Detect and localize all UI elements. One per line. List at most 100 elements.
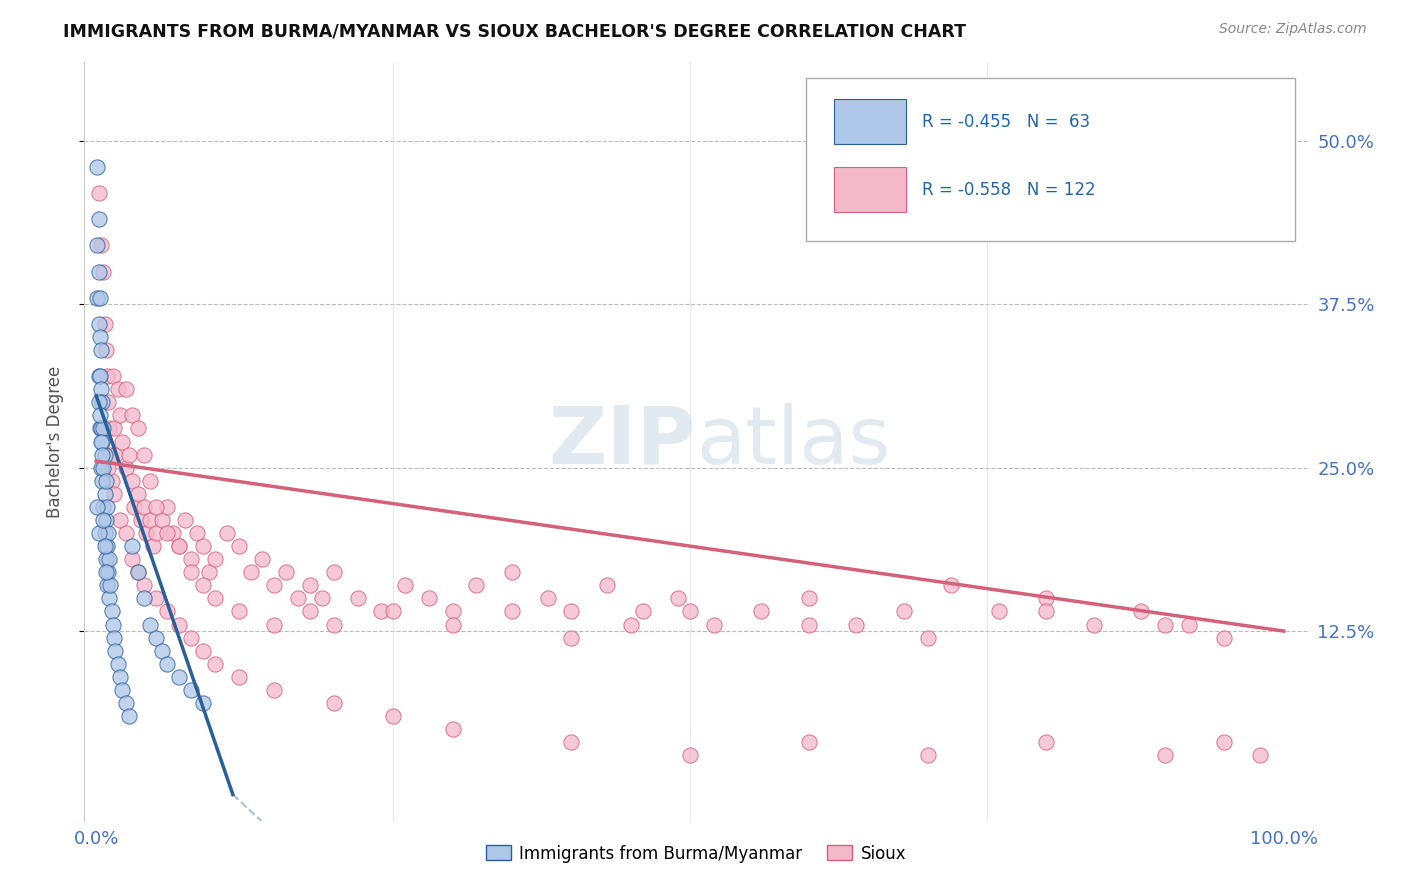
Point xyxy=(93,500,115,514)
Text: R = -0.558   N = 122: R = -0.558 N = 122 xyxy=(922,181,1095,199)
Point xyxy=(107,382,129,396)
Point xyxy=(156,605,179,619)
Point xyxy=(94,513,117,527)
Point xyxy=(1035,591,1057,606)
Point xyxy=(287,591,309,606)
Point xyxy=(118,709,141,723)
Point xyxy=(118,448,141,462)
Point xyxy=(142,539,165,553)
Point xyxy=(138,474,160,488)
Point xyxy=(103,487,125,501)
Point xyxy=(418,591,440,606)
Point xyxy=(91,395,114,409)
Point xyxy=(93,264,115,278)
Point xyxy=(101,369,124,384)
Point xyxy=(111,682,134,697)
Point xyxy=(135,526,157,541)
Point xyxy=(1178,617,1201,632)
Point xyxy=(204,591,226,606)
Point xyxy=(150,643,173,657)
Point xyxy=(98,591,121,606)
FancyBboxPatch shape xyxy=(834,99,907,144)
Point xyxy=(89,330,111,344)
Point xyxy=(91,448,114,462)
Point xyxy=(121,409,143,423)
Point xyxy=(560,605,582,619)
Point xyxy=(94,474,117,488)
Point xyxy=(108,670,131,684)
Point xyxy=(145,526,167,541)
Point xyxy=(394,578,416,592)
Text: R = -0.455   N =  63: R = -0.455 N = 63 xyxy=(922,112,1091,130)
Point xyxy=(103,421,125,435)
Point xyxy=(89,291,111,305)
Point xyxy=(797,735,820,749)
Point xyxy=(132,500,155,514)
Point xyxy=(94,552,117,566)
Point xyxy=(560,735,582,749)
Point xyxy=(198,566,221,580)
Point xyxy=(441,605,464,619)
Point xyxy=(90,434,112,449)
Point xyxy=(156,500,179,514)
Point xyxy=(103,631,125,645)
Point xyxy=(228,539,250,553)
Point xyxy=(87,526,110,541)
Point xyxy=(893,605,915,619)
Point xyxy=(536,591,558,606)
Point xyxy=(101,617,124,632)
Point xyxy=(108,409,131,423)
Point xyxy=(96,578,118,592)
Point xyxy=(115,696,138,710)
Point xyxy=(169,617,191,632)
Point xyxy=(93,513,115,527)
Point xyxy=(100,448,122,462)
Point xyxy=(703,617,725,632)
Point xyxy=(156,657,179,671)
Point xyxy=(263,578,285,592)
Point xyxy=(679,605,702,619)
Point xyxy=(1213,735,1236,749)
Point xyxy=(86,160,108,174)
Point xyxy=(90,238,112,252)
Point xyxy=(100,474,122,488)
Point xyxy=(501,566,523,580)
Point xyxy=(346,591,368,606)
Point xyxy=(370,605,392,619)
Point xyxy=(131,513,153,527)
Point xyxy=(108,513,131,527)
Point xyxy=(263,617,285,632)
Point xyxy=(145,591,167,606)
Point xyxy=(145,500,167,514)
Point xyxy=(86,238,108,252)
Point xyxy=(121,539,143,553)
Point xyxy=(93,317,115,331)
Point xyxy=(96,500,118,514)
Y-axis label: Bachelor's Degree: Bachelor's Degree xyxy=(45,366,63,517)
FancyBboxPatch shape xyxy=(834,167,907,211)
Point xyxy=(90,382,112,396)
Point xyxy=(121,552,143,566)
Point xyxy=(111,434,134,449)
Point xyxy=(93,421,115,435)
Point xyxy=(96,369,118,384)
Point xyxy=(1083,617,1105,632)
Point xyxy=(90,343,112,357)
Point xyxy=(86,291,108,305)
Point xyxy=(162,526,184,541)
Point xyxy=(115,382,138,396)
Point xyxy=(97,460,120,475)
Point xyxy=(122,500,145,514)
Point xyxy=(86,500,108,514)
Point xyxy=(89,409,111,423)
Point xyxy=(263,682,285,697)
Point xyxy=(441,617,464,632)
Point xyxy=(382,605,405,619)
Point xyxy=(322,617,344,632)
Text: IMMIGRANTS FROM BURMA/MYANMAR VS SIOUX BACHELOR'S DEGREE CORRELATION CHART: IMMIGRANTS FROM BURMA/MYANMAR VS SIOUX B… xyxy=(63,22,966,40)
Point xyxy=(138,617,160,632)
Point xyxy=(191,539,214,553)
Point xyxy=(215,526,238,541)
Point xyxy=(679,748,702,763)
Point xyxy=(797,591,820,606)
